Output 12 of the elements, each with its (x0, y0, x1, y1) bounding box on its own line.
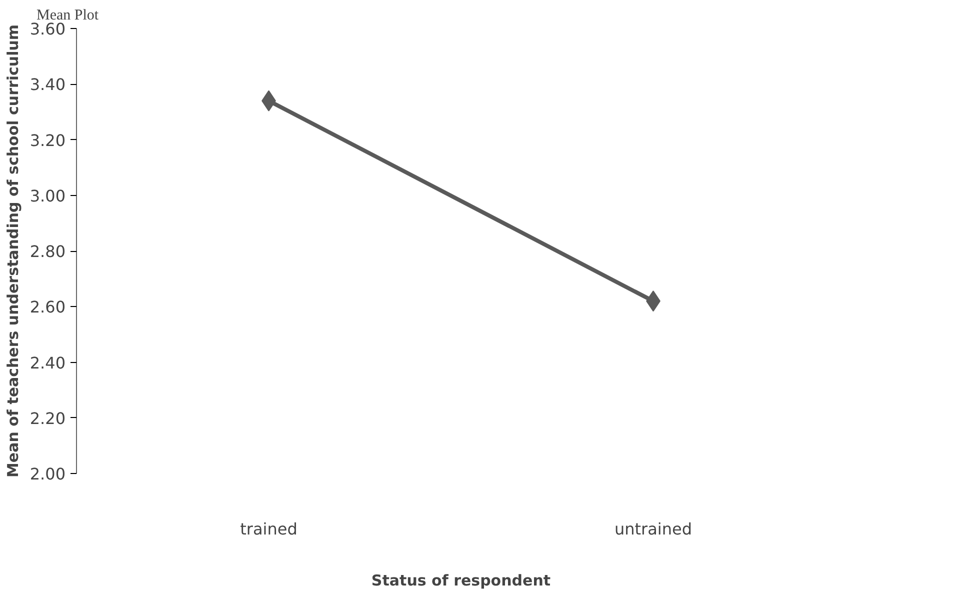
y-tick-label: 3.00 (30, 186, 66, 206)
y-axis-title: Mean of teachers understanding of school curriculum (4, 24, 22, 478)
y-tick-label: 3.40 (30, 75, 66, 94)
y-tick-label: 2.80 (30, 242, 66, 261)
x-tick-label: trained (240, 520, 298, 538)
x-axis-title: Status of respondent (371, 572, 551, 590)
x-tick-label: untrained (614, 520, 692, 538)
y-tick-label: 2.20 (30, 408, 66, 428)
y-tick-label: 2.00 (30, 464, 66, 484)
y-tick-label: 3.20 (30, 130, 66, 150)
y-tick-label: 2.60 (30, 298, 66, 317)
y-tick-label: 2.40 (30, 353, 66, 372)
